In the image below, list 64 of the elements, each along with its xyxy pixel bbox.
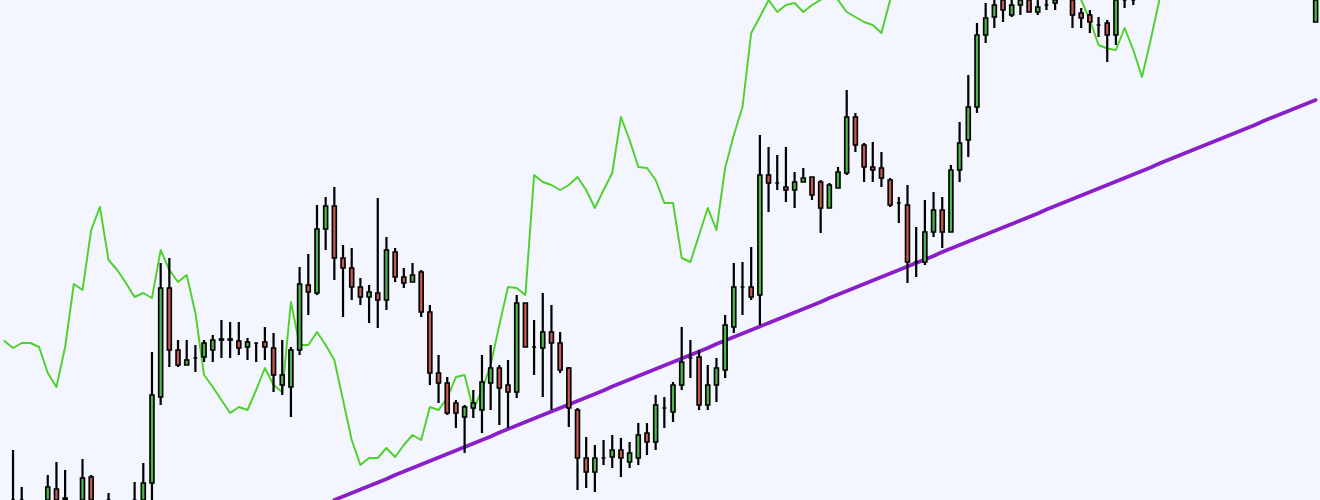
candlestick	[470, 388, 477, 420]
candlestick	[618, 436, 624, 479]
candlestick	[79, 457, 86, 500]
candlestick	[183, 338, 190, 367]
candlestick	[1087, 8, 1093, 35]
candlestick	[140, 461, 147, 500]
candlestick	[175, 338, 181, 369]
candlestick	[244, 336, 251, 362]
candlestick	[279, 338, 286, 397]
candlestick	[748, 245, 754, 302]
candlestick	[262, 325, 268, 362]
candlestick	[374, 196, 381, 330]
candlestick	[1078, 6, 1084, 30]
candlestick	[704, 363, 711, 412]
candlestick	[218, 318, 225, 360]
candlestick	[366, 283, 372, 325]
candlestick	[53, 460, 60, 500]
candlestick	[835, 165, 841, 190]
candlestick	[453, 398, 459, 430]
candlestick	[644, 421, 650, 457]
candlestick	[592, 443, 598, 494]
candlestick	[1069, 0, 1076, 30]
candlestick	[878, 150, 885, 189]
candlestick	[861, 141, 867, 184]
candlestick	[826, 181, 833, 210]
candlestick	[505, 358, 511, 430]
candlestick	[401, 266, 407, 290]
candlestick	[609, 433, 616, 470]
candlestick	[678, 325, 685, 392]
candlestick	[435, 353, 442, 405]
candlestick	[461, 403, 468, 455]
candlestick	[236, 320, 242, 357]
candlestick	[583, 435, 589, 490]
candlestick	[635, 421, 642, 467]
candlestick	[487, 343, 494, 412]
candlestick	[1312, 0, 1319, 23]
candlestick	[340, 243, 346, 319]
candlestick	[982, 1, 989, 45]
candlestick	[626, 440, 633, 470]
candlestick	[539, 291, 546, 399]
candlestick	[713, 356, 720, 404]
candlestick	[44, 473, 51, 500]
candlestick	[409, 261, 416, 284]
candlestick	[991, 0, 998, 30]
candlestick	[62, 468, 68, 500]
candlestick	[765, 145, 772, 214]
candlestick	[809, 175, 815, 202]
candlestick	[496, 363, 503, 427]
candlestick	[209, 333, 216, 364]
candlestick	[869, 140, 876, 184]
candlestick	[791, 170, 798, 210]
candlestick	[227, 320, 233, 360]
candlestick	[357, 276, 364, 307]
candlestick	[930, 190, 937, 239]
candlestick	[548, 303, 555, 412]
candlestick	[322, 195, 329, 252]
candlestick	[201, 338, 207, 364]
candlestick	[1000, 0, 1006, 24]
candlestick	[348, 246, 355, 302]
candlestick	[783, 145, 789, 204]
candlestick	[88, 473, 94, 500]
candlestick	[305, 252, 312, 317]
candlestick	[1104, 18, 1111, 64]
candlestick	[939, 195, 946, 250]
